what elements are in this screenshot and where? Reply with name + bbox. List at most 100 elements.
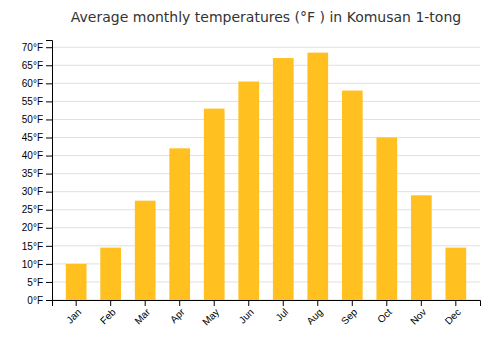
y-tick-label: 5°F <box>27 277 43 288</box>
grid-line <box>52 173 480 174</box>
x-tick-label: Sep <box>339 306 360 327</box>
x-tick-label: Nov <box>408 306 428 326</box>
y-tick-label: 10°F <box>22 259 43 270</box>
x-tick: Aug <box>304 300 324 327</box>
y-tick: 55°F <box>22 96 52 107</box>
y-tick-mark <box>46 83 52 84</box>
y-axis-line <box>46 41 53 301</box>
grid-line <box>52 65 480 66</box>
y-tick: 5°F <box>27 277 52 288</box>
x-tick-mark <box>214 300 215 306</box>
x-tick-label: Mar <box>132 306 152 326</box>
x-axis-line <box>53 301 481 307</box>
y-tick-label: 70°F <box>22 42 43 53</box>
grid-line <box>52 83 480 84</box>
y-tick-label: 55°F <box>22 96 43 107</box>
x-tick-mark <box>352 300 353 306</box>
y-tick: 35°F <box>22 168 52 179</box>
x-tick-mark <box>455 300 456 306</box>
y-tick-label: 20°F <box>22 222 43 233</box>
bar <box>135 201 156 300</box>
y-tick-mark <box>46 264 52 265</box>
y-tick-mark <box>46 65 52 66</box>
x-tick: Nov <box>408 300 428 327</box>
y-tick-label: 60°F <box>22 78 43 89</box>
y-tick: 45°F <box>22 132 52 143</box>
x-tick: Jun <box>237 300 256 326</box>
y-tick-mark <box>46 228 52 229</box>
y-tick-mark <box>46 138 52 139</box>
x-tick-mark <box>179 300 180 306</box>
grid-line <box>52 191 480 192</box>
y-tick-mark <box>46 246 52 247</box>
bar <box>307 53 328 300</box>
bar <box>445 248 466 300</box>
x-tick-label: Oct <box>375 306 394 325</box>
x-tick-label: Dec <box>443 306 463 326</box>
y-tick-mark <box>46 282 52 283</box>
x-tick-label: Jul <box>274 306 291 323</box>
y-tick-mark <box>46 47 52 48</box>
y-tick-mark <box>46 101 52 102</box>
x-tick-label: Jun <box>237 306 256 325</box>
x-tick: Jul <box>274 300 291 323</box>
x-tick-mark <box>421 300 422 306</box>
y-tick: 0°F <box>27 295 52 306</box>
y-tick-label: 30°F <box>22 186 43 197</box>
x-tick-mark <box>283 300 284 306</box>
y-tick: 50°F <box>22 114 52 125</box>
grid-line <box>52 137 480 138</box>
y-tick-label: 65°F <box>22 60 43 71</box>
x-tick-mark <box>110 300 111 306</box>
x-tick: Mar <box>132 300 152 326</box>
bar <box>376 138 397 301</box>
x-tick-label: Aug <box>304 306 324 326</box>
x-tick-mark <box>76 300 77 306</box>
y-tick: 15°F <box>22 241 52 252</box>
bar <box>238 82 259 300</box>
y-tick-mark <box>46 119 52 120</box>
x-tick-label: Feb <box>98 306 118 326</box>
y-tick-label: 25°F <box>22 204 43 215</box>
y-tick: 70°F <box>22 42 52 53</box>
x-tick: Jan <box>64 300 83 326</box>
bar <box>204 109 225 300</box>
x-tick-mark <box>317 300 318 306</box>
y-tick-mark <box>46 156 52 157</box>
y-tick-label: 35°F <box>22 168 43 179</box>
y-tick: 65°F <box>22 60 52 71</box>
y-tick-mark <box>46 300 52 301</box>
y-tick: 60°F <box>22 78 52 89</box>
grid-line <box>52 47 480 48</box>
y-tick-mark <box>46 192 52 193</box>
grid-line <box>52 101 480 102</box>
x-tick: Apr <box>168 300 187 325</box>
y-tick: 30°F <box>22 186 52 197</box>
y-tick-mark <box>46 174 52 175</box>
grid-line <box>52 119 480 120</box>
x-tick-label: Apr <box>168 306 187 325</box>
x-tick-label: May <box>200 306 221 327</box>
bar <box>411 195 432 300</box>
bar <box>273 58 294 300</box>
y-tick-label: 50°F <box>22 114 43 125</box>
y-tick: 10°F <box>22 259 52 270</box>
x-axis: Jan Feb Mar Apr May Jun Jul Aug Sep Oct Nov Dec <box>53 300 481 328</box>
y-tick: 25°F <box>22 204 52 215</box>
x-tick-label: Jan <box>64 306 83 325</box>
bar <box>100 248 121 300</box>
y-tick-mark <box>46 210 52 211</box>
y-tick-label: 15°F <box>22 241 43 252</box>
bar <box>342 91 363 300</box>
y-tick-label: 0°F <box>27 295 43 306</box>
y-tick: 20°F <box>22 222 52 233</box>
x-tick-mark <box>386 300 387 306</box>
chart: 0°F 5°F 10°F 15°F 20°F 25°F 30°F 35°F 40°F 45°F 50… <box>0 0 500 350</box>
y-tick: 40°F <box>22 150 52 161</box>
x-tick: Feb <box>98 300 118 326</box>
plot-area <box>66 53 466 300</box>
y-tick-label: 45°F <box>22 132 43 143</box>
x-tick-mark <box>145 300 146 306</box>
x-tick: Oct <box>375 300 394 325</box>
y-tick-label: 40°F <box>22 150 43 161</box>
